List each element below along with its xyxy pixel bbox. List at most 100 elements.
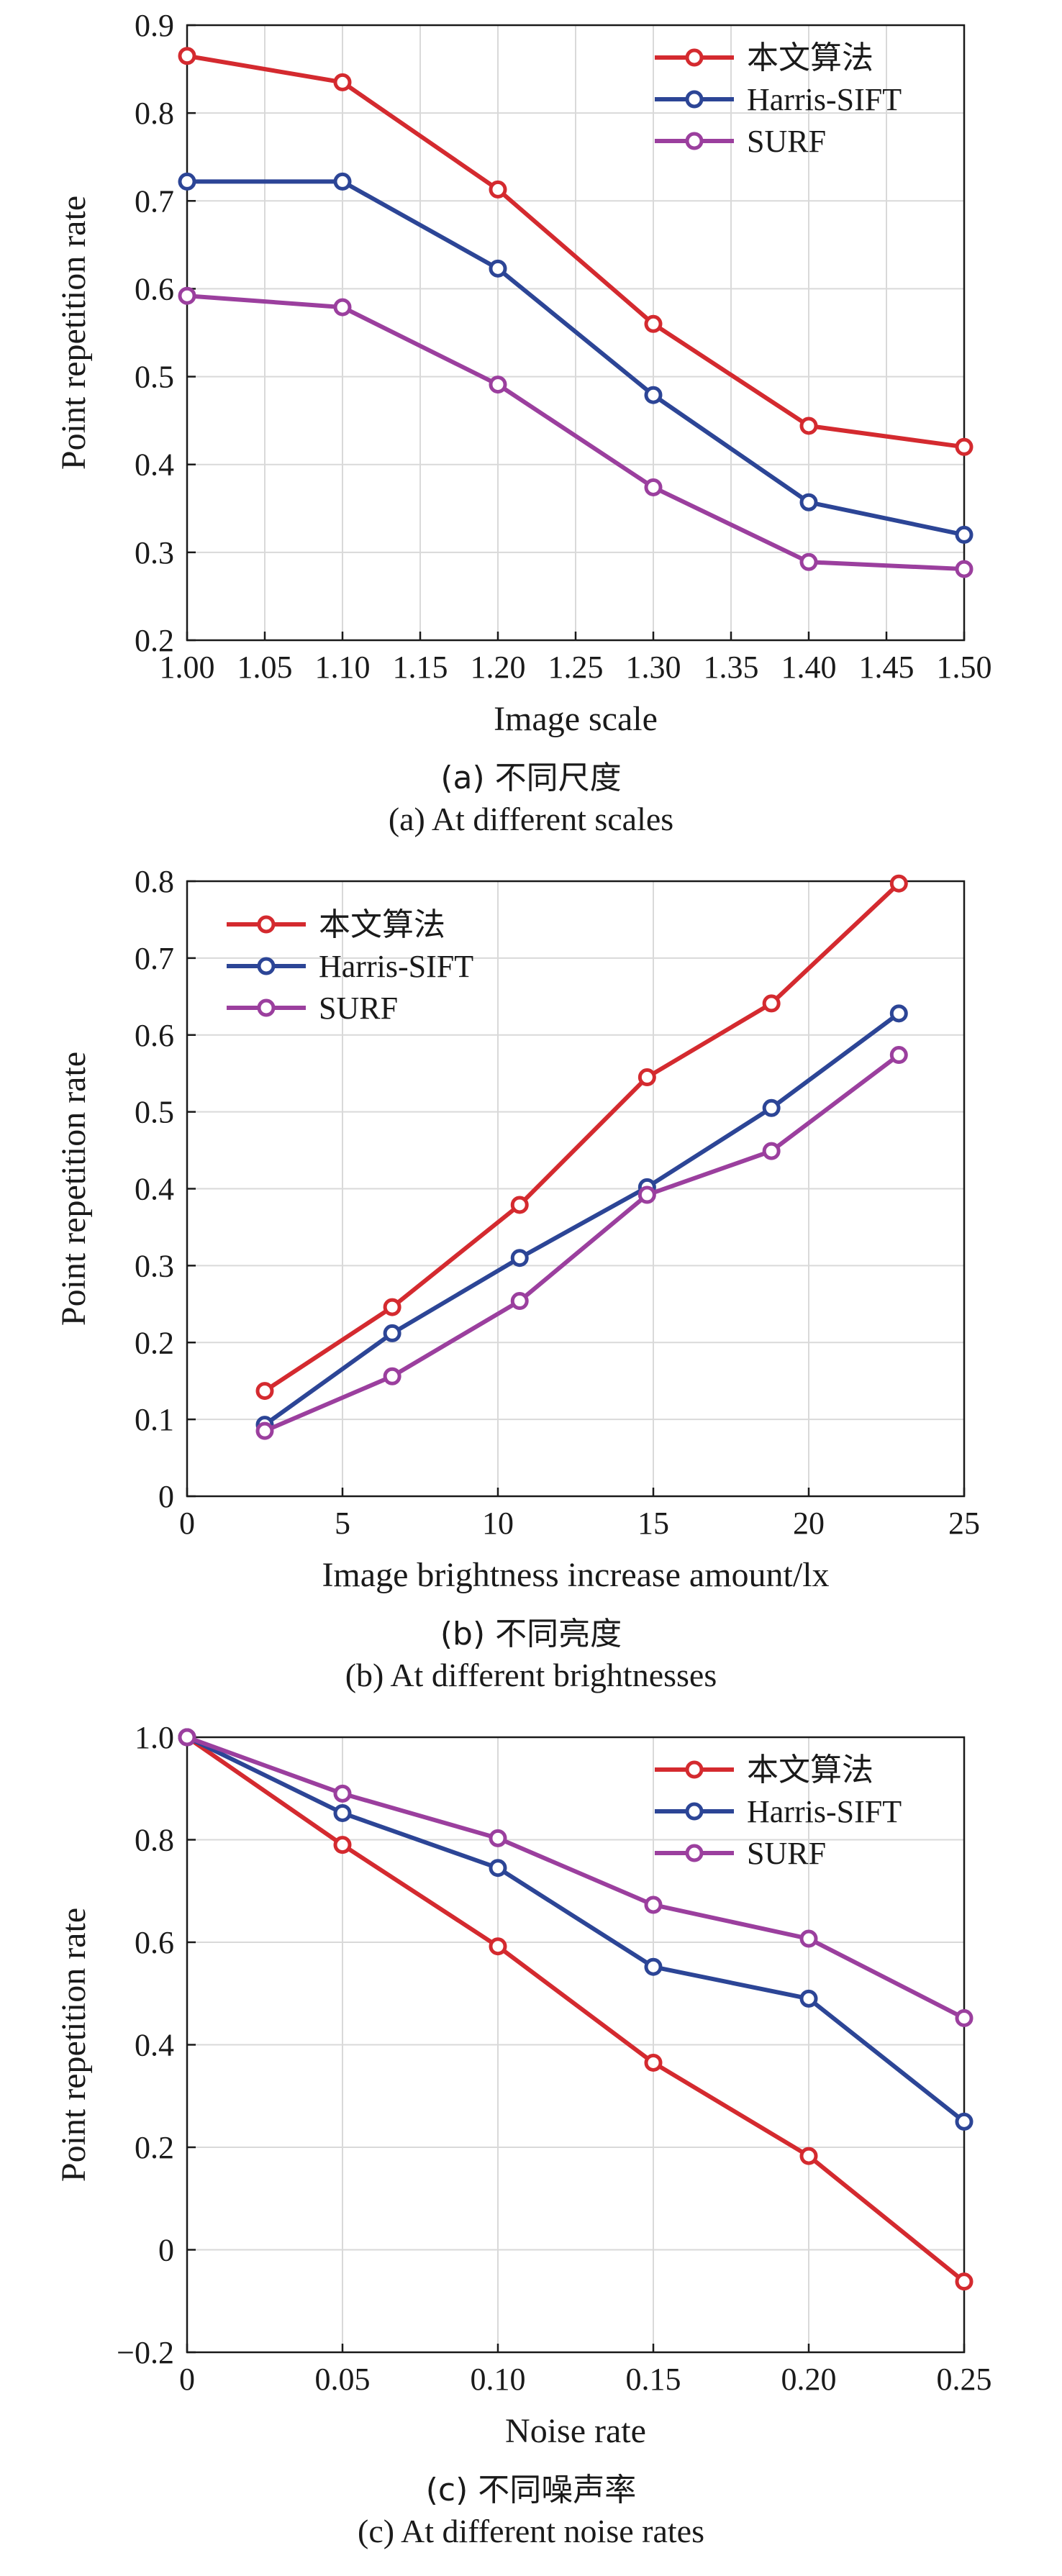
caption-cn-c: (c) 不同噪声率 <box>425 2472 637 2508</box>
y-tick-label: 0.8 <box>135 96 174 131</box>
series-line <box>186 1735 966 2284</box>
legend-label: SURF <box>747 1836 826 1871</box>
y-tick-label: 0.6 <box>135 1018 174 1053</box>
data-point <box>955 525 974 544</box>
data-point <box>383 1298 401 1316</box>
legend-marker <box>257 998 276 1017</box>
x-tick-label: 0.25 <box>937 2362 992 2397</box>
series-line <box>186 293 965 572</box>
y-tick-label: 0.2 <box>135 623 174 658</box>
x-tick-label: 1.25 <box>548 650 604 685</box>
y-tick-label: 0.2 <box>135 2130 174 2165</box>
y-tick-label: 0.6 <box>135 271 174 306</box>
caption-en-a: (a) At different scales <box>388 801 674 837</box>
data-point <box>333 172 352 191</box>
data-point <box>644 478 663 496</box>
data-point <box>510 1292 529 1311</box>
series-line <box>263 1011 901 1427</box>
data-point <box>955 2112 974 2131</box>
y-tick-label: 0.1 <box>135 1402 174 1437</box>
data-point <box>178 1728 196 1747</box>
legend-marker <box>685 90 704 109</box>
y-axis-label: Point repetition rate <box>55 196 93 470</box>
legend-marker <box>685 1844 704 1862</box>
y-tick-label: 0.6 <box>135 1925 174 1960</box>
data-point <box>644 2053 663 2072</box>
data-point <box>955 437 974 456</box>
series-line <box>187 179 965 537</box>
data-point <box>762 1098 781 1117</box>
caption-cn-a: (a) 不同尺度 <box>440 760 622 796</box>
data-point <box>383 1367 401 1385</box>
y-tick-label: 0.4 <box>135 1172 174 1207</box>
data-point <box>333 1784 352 1803</box>
x-tick-label: 1.35 <box>704 650 759 685</box>
y-axis-label: Point repetition rate <box>55 1052 93 1326</box>
data-point <box>644 1895 663 1914</box>
series-line <box>263 1053 901 1433</box>
x-tick-label: 25 <box>948 1506 980 1541</box>
chart-panel-b: 0 5 10 15 20 25 0 0.1 0.2 0.3 0.4 0.5 0.6 0.7 0.8 Image… <box>0 856 1062 1705</box>
x-tick-label: 1.30 <box>626 650 681 685</box>
data-point <box>489 376 507 394</box>
data-point <box>489 1937 507 1956</box>
legend-marker <box>257 957 276 975</box>
y-tick-label: 1.0 <box>135 1720 174 1755</box>
data-point <box>333 73 352 91</box>
caption-cn-b: (b) 不同亮度 <box>440 1616 622 1652</box>
data-point <box>333 298 352 317</box>
y-tick-label: 0.8 <box>135 1823 174 1858</box>
data-point <box>799 417 818 435</box>
legend-label: 本文算法 <box>319 907 445 942</box>
legend-marker <box>685 1802 704 1821</box>
data-point <box>955 2008 974 2027</box>
legend-label: Harris-SIFT <box>319 949 473 984</box>
y-tick-label: 0 <box>158 2233 174 2268</box>
y-tick-label: 0.8 <box>135 864 174 899</box>
data-point <box>255 1421 274 1440</box>
x-tick-label: 10 <box>482 1506 514 1541</box>
legend-marker <box>257 915 276 934</box>
x-tick-label: 1.50 <box>937 650 992 685</box>
data-point <box>333 1836 352 1854</box>
data-point <box>762 994 781 1013</box>
brightness-chart: 0 5 10 15 20 25 0 0.1 0.2 0.3 0.4 0.5 0.6 0.7 0.8 Image… <box>55 864 980 1594</box>
scale-chart: 1.00 1.05 1.10 1.15 1.20 1.25 1.30 1.35 1.40 1.45… <box>55 8 992 738</box>
x-tick-label: 20 <box>793 1506 825 1541</box>
data-point <box>489 1859 507 1878</box>
y-tick-label: 0.4 <box>135 2028 174 2063</box>
data-point <box>333 1803 352 1822</box>
data-point <box>489 1829 507 1847</box>
legend-marker <box>685 132 704 150</box>
data-point <box>799 1929 818 1948</box>
data-point <box>644 386 663 404</box>
chart-panel-c: 0 0.05 0.10 0.15 0.20 0.25 −0.2 0 0.2 0.4 0.6 0.8 1.… <box>0 1712 1062 2576</box>
data-point <box>510 1249 529 1267</box>
data-point <box>762 1142 781 1160</box>
x-tick-label: 1.40 <box>781 650 837 685</box>
x-tick-label: 1.45 <box>859 650 914 685</box>
noise-chart: 0 0.05 0.10 0.15 0.20 0.25−0.200.20.40.60.81.… <box>55 1720 992 2450</box>
y-tick-label: 0.4 <box>135 447 174 483</box>
legend-label: 本文算法 <box>747 1752 873 1788</box>
y-tick-label: 0 <box>158 1479 174 1514</box>
caption-en-c: (c) At different noise rates <box>358 2513 704 2549</box>
series-line <box>186 53 965 450</box>
x-tick-label: 0.15 <box>626 2362 681 2397</box>
x-tick-label: 1.10 <box>315 650 371 685</box>
y-tick-label: 0.3 <box>135 535 174 570</box>
data-point <box>955 560 974 578</box>
data-point <box>637 1068 656 1087</box>
data-point <box>799 552 818 571</box>
data-point <box>510 1196 529 1214</box>
x-tick-label: 0 <box>179 1506 195 1541</box>
data-point <box>383 1324 401 1342</box>
data-point <box>644 1957 663 1976</box>
series-line <box>186 1735 966 2021</box>
data-point <box>889 1004 908 1023</box>
series-line <box>263 882 901 1393</box>
legend-label: 本文算法 <box>747 40 873 76</box>
data-point <box>489 180 507 199</box>
x-tick-label: 1.00 <box>160 650 215 685</box>
y-tick-label: 0.7 <box>135 183 174 219</box>
